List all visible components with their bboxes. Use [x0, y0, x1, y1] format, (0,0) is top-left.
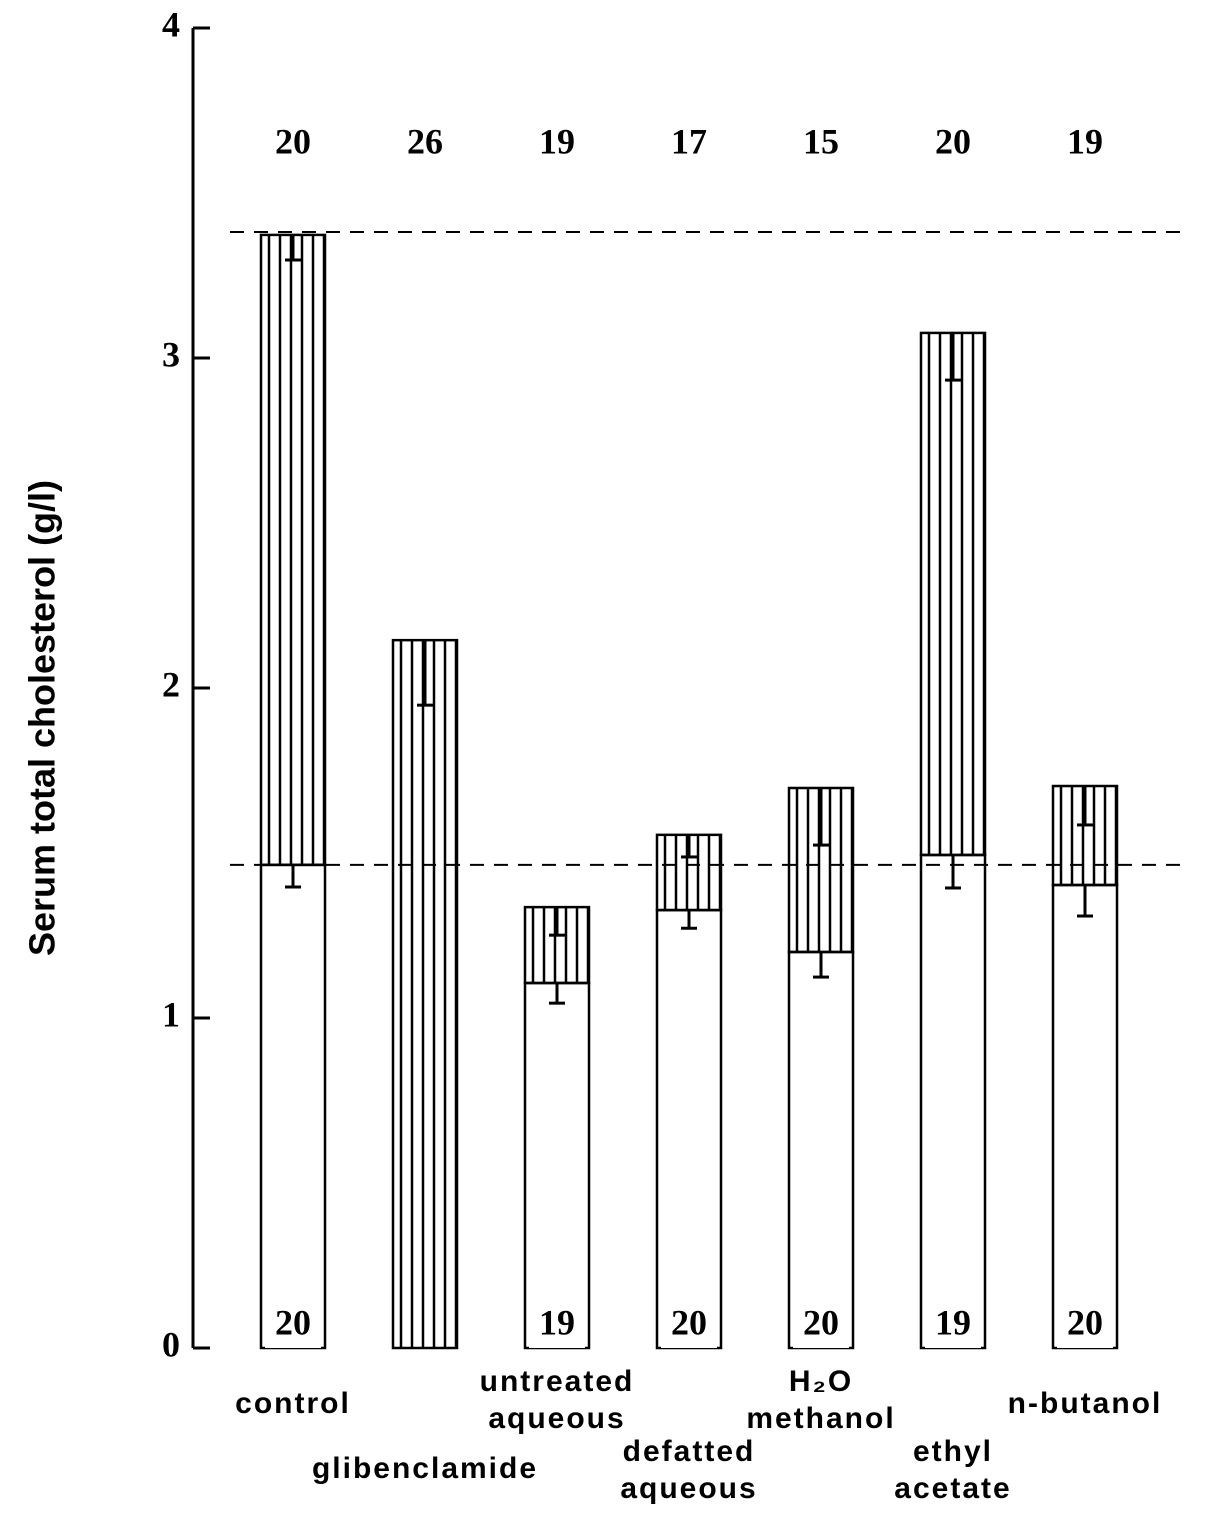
count-box: [1057, 1303, 1113, 1348]
count-box: [793, 1303, 849, 1348]
bar-segment: [391, 638, 459, 1350]
count-box: [529, 1303, 585, 1348]
x-tick-label: untreated: [480, 1365, 635, 1398]
count-label: 20: [671, 1302, 707, 1342]
y-tick-label: 0: [162, 1324, 180, 1364]
bar-segment: [787, 950, 855, 1350]
y-tick-label: 2: [162, 664, 180, 704]
x-tick-label: glibenclamide: [312, 1452, 538, 1485]
count-label: 15: [803, 121, 839, 161]
count-box: [265, 1303, 321, 1348]
count-label: 19: [1067, 121, 1103, 161]
count-box: [661, 1303, 717, 1348]
x-tick-label: aqueous: [620, 1472, 757, 1505]
bar-segment: [523, 981, 591, 1350]
y-tick-label: 4: [162, 4, 180, 44]
count-label: 19: [935, 1302, 971, 1342]
count-label: 19: [539, 121, 575, 161]
bar-segment: [259, 863, 327, 1350]
bar-segment: [1051, 883, 1119, 1350]
count-label: 20: [275, 1302, 311, 1342]
bar-segment: [919, 331, 987, 857]
y-axis-label: Serum total cholesterol (g/l): [22, 480, 63, 956]
count-label: 20: [275, 121, 311, 161]
x-tick-label: acetate: [894, 1472, 1011, 1505]
bar-segment: [259, 233, 327, 867]
count-box: [925, 1303, 981, 1348]
x-tick-label: defatted: [623, 1435, 756, 1468]
bar-segment: [655, 908, 723, 1350]
x-tick-label: methanol: [746, 1402, 895, 1435]
x-tick-label: n-butanol: [1008, 1387, 1163, 1420]
count-label: 26: [407, 121, 443, 161]
count-label: 20: [1067, 1302, 1103, 1342]
y-tick-label: 3: [162, 334, 180, 374]
count-label: 20: [935, 121, 971, 161]
x-tick-label: control: [235, 1387, 351, 1420]
count-label: 20: [803, 1302, 839, 1342]
x-tick-label: H₂O: [789, 1365, 853, 1398]
bar-segment: [919, 853, 987, 1350]
count-label: 19: [539, 1302, 575, 1342]
count-label: 17: [671, 121, 707, 161]
x-tick-label: ethyl: [913, 1435, 993, 1468]
x-tick-label: aqueous: [488, 1402, 625, 1435]
y-tick-label: 1: [162, 994, 180, 1034]
